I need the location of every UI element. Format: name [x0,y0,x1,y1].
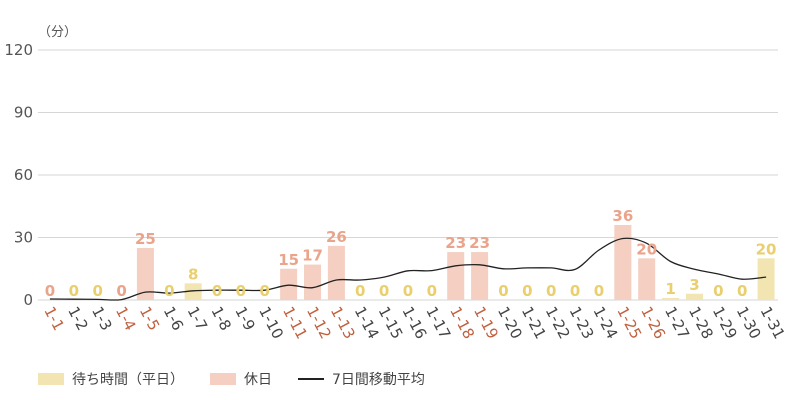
y-tick-label: 60 [14,166,33,184]
x-tick-label: 1-3 [88,303,115,333]
bar-weekday [685,293,703,300]
value-label: 0 [427,282,437,300]
value-label: 20 [636,240,657,258]
y-axis-ticks: 0 30 60 90 120 [4,41,33,309]
bar-weekday [184,283,202,300]
value-label: 3 [689,276,699,294]
x-tick-label: 1-1 [40,303,67,333]
bar-holiday [136,247,154,300]
value-label: 25 [135,230,156,248]
x-tick-label: 1-9 [231,303,258,333]
value-label: 0 [116,282,126,300]
legend-moving-average-label: 7日間移動平均 [332,372,425,388]
value-label: 0 [498,282,508,300]
moving-average-series [49,237,767,301]
bars [136,225,775,300]
x-tick-label: 1-2 [64,303,91,333]
value-label: 26 [326,228,347,246]
y-axis-unit-label: （分） [38,25,77,40]
value-label: 23 [469,234,490,252]
legend-holiday-label: 休日 [244,372,272,388]
x-axis-labels: 1-11-21-31-41-51-61-71-81-91-101-111-121… [40,303,788,342]
y-tick-label: 90 [14,104,33,122]
x-tick-label: 1-7 [184,303,211,333]
value-label: 0 [212,282,222,300]
value-label: 0 [403,282,413,300]
bar-holiday [638,258,656,300]
value-label: 20 [756,240,777,258]
legend-weekday-label: 待ち時間（平日） [72,372,184,388]
x-tick-label: 1-8 [208,303,235,333]
value-label: 0 [570,282,580,300]
value-label: 0 [546,282,556,300]
bar-holiday [280,268,298,300]
value-label: 0 [522,282,532,300]
bar-holiday [447,252,465,300]
bar-weekday [662,297,680,300]
x-tick-label: 1-4 [112,303,139,333]
x-tick-label: 1-31 [757,303,789,342]
value-label: 0 [594,282,604,300]
legend-weekday: 待ち時間（平日） [38,369,184,389]
bar-weekday [757,258,775,300]
value-label: 0 [69,282,79,300]
y-tick-label: 0 [23,291,33,309]
legend-holiday-swatch [210,373,236,385]
legend-moving-average: 7日間移動平均 [298,369,425,389]
y-tick-label: 30 [14,229,33,247]
bar-holiday [327,245,345,300]
bar-holiday [471,252,489,300]
value-label: 0 [737,282,747,300]
value-label: 0 [92,282,102,300]
value-label: 0 [236,282,246,300]
legend-moving-average-line [298,378,324,380]
value-label: 8 [188,265,198,283]
bar-holiday [614,225,632,300]
value-label: 23 [445,234,466,252]
moving-average-line [49,237,767,301]
value-label: 1 [665,280,675,298]
value-label: 0 [713,282,723,300]
legend-weekday-swatch [38,373,64,385]
value-label: 36 [612,207,633,225]
value-label: 15 [278,251,299,269]
x-tick-label: 1-6 [160,303,187,333]
value-label: 0 [355,282,365,300]
value-label: 0 [164,282,174,300]
value-label: 17 [302,247,323,265]
legend-holiday: 休日 [210,369,272,389]
value-label: 0 [45,282,55,300]
bar-holiday [304,264,322,300]
value-label: 0 [260,282,270,300]
value-label: 0 [379,282,389,300]
x-tick-label: 1-5 [136,303,163,333]
legend: 待ち時間（平日） 休日 7日間移動平均 [38,369,451,389]
y-tick-label: 120 [4,41,33,59]
